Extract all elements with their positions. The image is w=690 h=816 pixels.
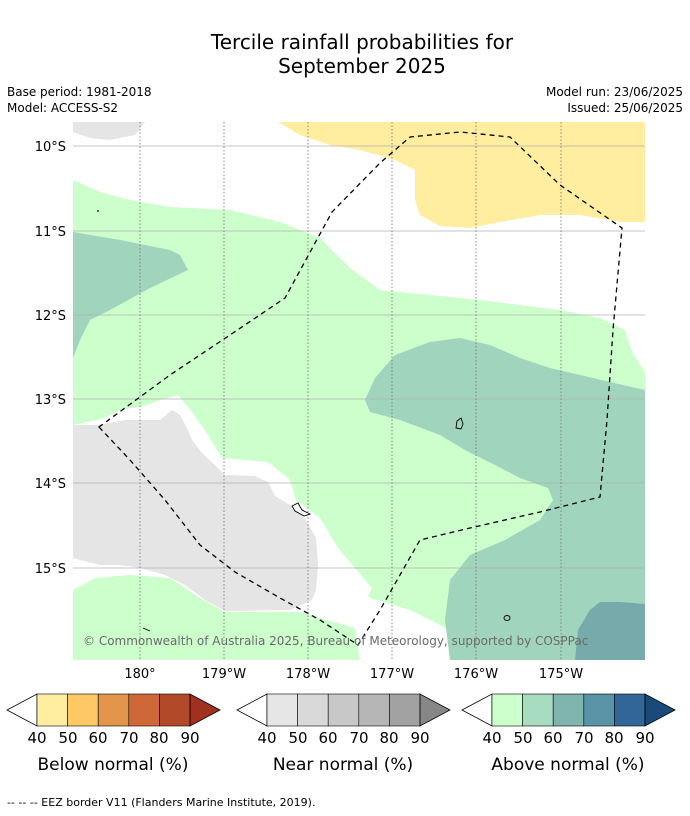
colorbar-above-segment	[614, 693, 646, 727]
lon-label-175w: 175°W	[539, 667, 583, 682]
near-normal-40-north-region	[73, 122, 145, 140]
colorbar-near-tick: 70	[349, 729, 368, 747]
colorbar-below-tick: 80	[149, 729, 168, 747]
lat-label-10s: 10°S	[35, 140, 66, 155]
meta-left: Base period: 1981-2018 Model: ACCESS-S2	[7, 84, 152, 116]
model-run: Model run: 23/06/2025	[545, 85, 683, 99]
eez-border	[98, 131, 623, 646]
colorbar-above-segment	[552, 693, 585, 727]
near-normal-40-region	[73, 410, 318, 611]
colorbar-above-tick: 40	[482, 729, 501, 747]
colorbar-below-arrow-high	[189, 693, 221, 727]
colorbar-above-segment	[522, 693, 554, 727]
colorbar-below-tick: 60	[88, 729, 107, 747]
colorbar-below-arrow-low	[6, 693, 38, 727]
longitude-gridlines	[139, 122, 562, 660]
colorbar-near-segment	[297, 693, 329, 727]
island-small	[503, 615, 511, 621]
island-southwest	[142, 627, 151, 632]
colorbar-below-segment	[67, 693, 99, 727]
colorbar-above-tick: 70	[574, 729, 593, 747]
above-normal-60-region	[575, 602, 645, 660]
colorbar-above-segment	[583, 693, 615, 727]
lon-label-176w: 176°W	[454, 667, 498, 682]
model-name: Model: ACCESS-S2	[7, 101, 119, 115]
lon-label-180: 180°	[124, 667, 155, 682]
colorbar-near-arrow-high	[419, 693, 451, 727]
colorbar-near-segment	[358, 693, 390, 727]
latitude-labels: 10°S 11°S 12°S 13°S 14°S 15°S	[35, 140, 66, 577]
colorbar-below-tick: 90	[180, 729, 199, 747]
lat-label-15s: 15°S	[35, 562, 66, 577]
lat-label-11s: 11°S	[35, 225, 66, 240]
lat-label-14s: 14°S	[35, 477, 66, 492]
below-normal-40-region	[278, 122, 645, 228]
lon-label-178w: 178°W	[286, 667, 330, 682]
colorbar-below-tick: 50	[58, 729, 77, 747]
colorbar-near-tick: 80	[379, 729, 398, 747]
colorbar-below-segment	[97, 693, 130, 727]
colorbar-near-tick: 50	[288, 729, 307, 747]
colorbar-below-segment	[128, 693, 160, 727]
colorbar-below-label: Below normal (%)	[38, 755, 189, 775]
island-wallis	[455, 417, 464, 430]
colorbar-above-arrow-high	[644, 693, 676, 727]
colorbar-above-tick: 80	[604, 729, 623, 747]
lat-label-13s: 13°S	[35, 393, 66, 408]
colorbar-near-tick: 60	[318, 729, 337, 747]
colorbar-above-label: Above normal (%)	[491, 755, 644, 775]
eez-legend-footer: -- -- -- EEZ border V11 (Flanders Marine…	[7, 796, 316, 809]
island-futuna	[291, 502, 312, 517]
above-normal-40-region	[73, 180, 645, 660]
colorbar-above-arrow-low	[461, 693, 493, 727]
meta-right: Model run: 23/06/2025 Issued: 25/06/2025	[546, 84, 683, 116]
longitude-labels: 180° 179°W 178°W 177°W 176°W 175°W	[124, 667, 583, 682]
colorbar-near-tick: 90	[410, 729, 429, 747]
above-normal-40-south-region	[73, 575, 360, 660]
colorbar-near-tick: 40	[257, 729, 276, 747]
colorbar-near: 40 50 60 70 80 90 Near normal (%)	[236, 693, 451, 775]
above-normal-50-west-region	[73, 232, 188, 358]
colorbar-below-segment	[159, 693, 191, 727]
colorbar-above-segment	[491, 693, 523, 727]
lon-label-177w: 177°W	[370, 667, 414, 682]
colorbar-below: 40 50 60 70 80 90 Below normal (%)	[6, 693, 221, 775]
colorbar-above-tick: 50	[513, 729, 532, 747]
colorbar-below-tick: 40	[27, 729, 46, 747]
base-period: Base period: 1981-2018	[7, 85, 152, 99]
lat-label-12s: 12°S	[35, 309, 66, 324]
colorbar-near-segment	[389, 693, 421, 727]
colorbar-above-tick: 90	[635, 729, 654, 747]
colorbar-below-segment	[36, 693, 68, 727]
lon-label-179w: 179°W	[202, 667, 246, 682]
above-normal-50-east-region	[365, 338, 645, 660]
title-line-1: Tercile rainfall probabilities for	[210, 30, 514, 54]
colorbar-above: 40 50 60 70 80 90 Above normal (%)	[461, 693, 676, 775]
map-title: Tercile rainfall probabilities for Septe…	[0, 30, 690, 78]
colorbar-near-segment	[327, 693, 360, 727]
copyright-notice: © Commonwealth of Australia 2025, Bureau…	[83, 634, 588, 648]
colorbar-near-label: Near normal (%)	[273, 755, 413, 775]
island-dot	[97, 210, 99, 212]
issued-date: Issued: 25/06/2025	[567, 101, 683, 115]
colorbar-near-segment	[266, 693, 298, 727]
map-area: © Commonwealth of Australia 2025, Bureau…	[73, 122, 645, 660]
colorbar-near-arrow-low	[236, 693, 268, 727]
colorbar-below-tick: 70	[119, 729, 138, 747]
title-line-2: September 2025	[278, 54, 446, 78]
latitude-gridlines	[73, 145, 645, 569]
colorbar-above-tick: 60	[543, 729, 562, 747]
